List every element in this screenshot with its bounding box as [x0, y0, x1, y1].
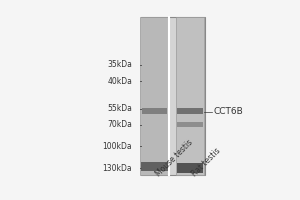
- Text: 35kDa: 35kDa: [107, 60, 132, 69]
- Text: CCT6B: CCT6B: [214, 107, 244, 116]
- Text: 100kDa: 100kDa: [103, 142, 132, 151]
- Bar: [177, 163, 203, 173]
- Bar: [176, 17, 204, 175]
- Bar: [142, 108, 167, 114]
- Bar: [140, 17, 169, 175]
- Bar: [178, 122, 203, 127]
- Text: 130kDa: 130kDa: [103, 164, 132, 173]
- Text: 40kDa: 40kDa: [107, 77, 132, 86]
- Text: 55kDa: 55kDa: [107, 104, 132, 113]
- Bar: [141, 17, 205, 175]
- Text: Rat testis: Rat testis: [190, 147, 222, 179]
- Text: 70kDa: 70kDa: [107, 120, 132, 129]
- Text: Mouse testis: Mouse testis: [154, 138, 195, 179]
- Bar: [178, 108, 203, 114]
- Bar: [141, 162, 168, 171]
